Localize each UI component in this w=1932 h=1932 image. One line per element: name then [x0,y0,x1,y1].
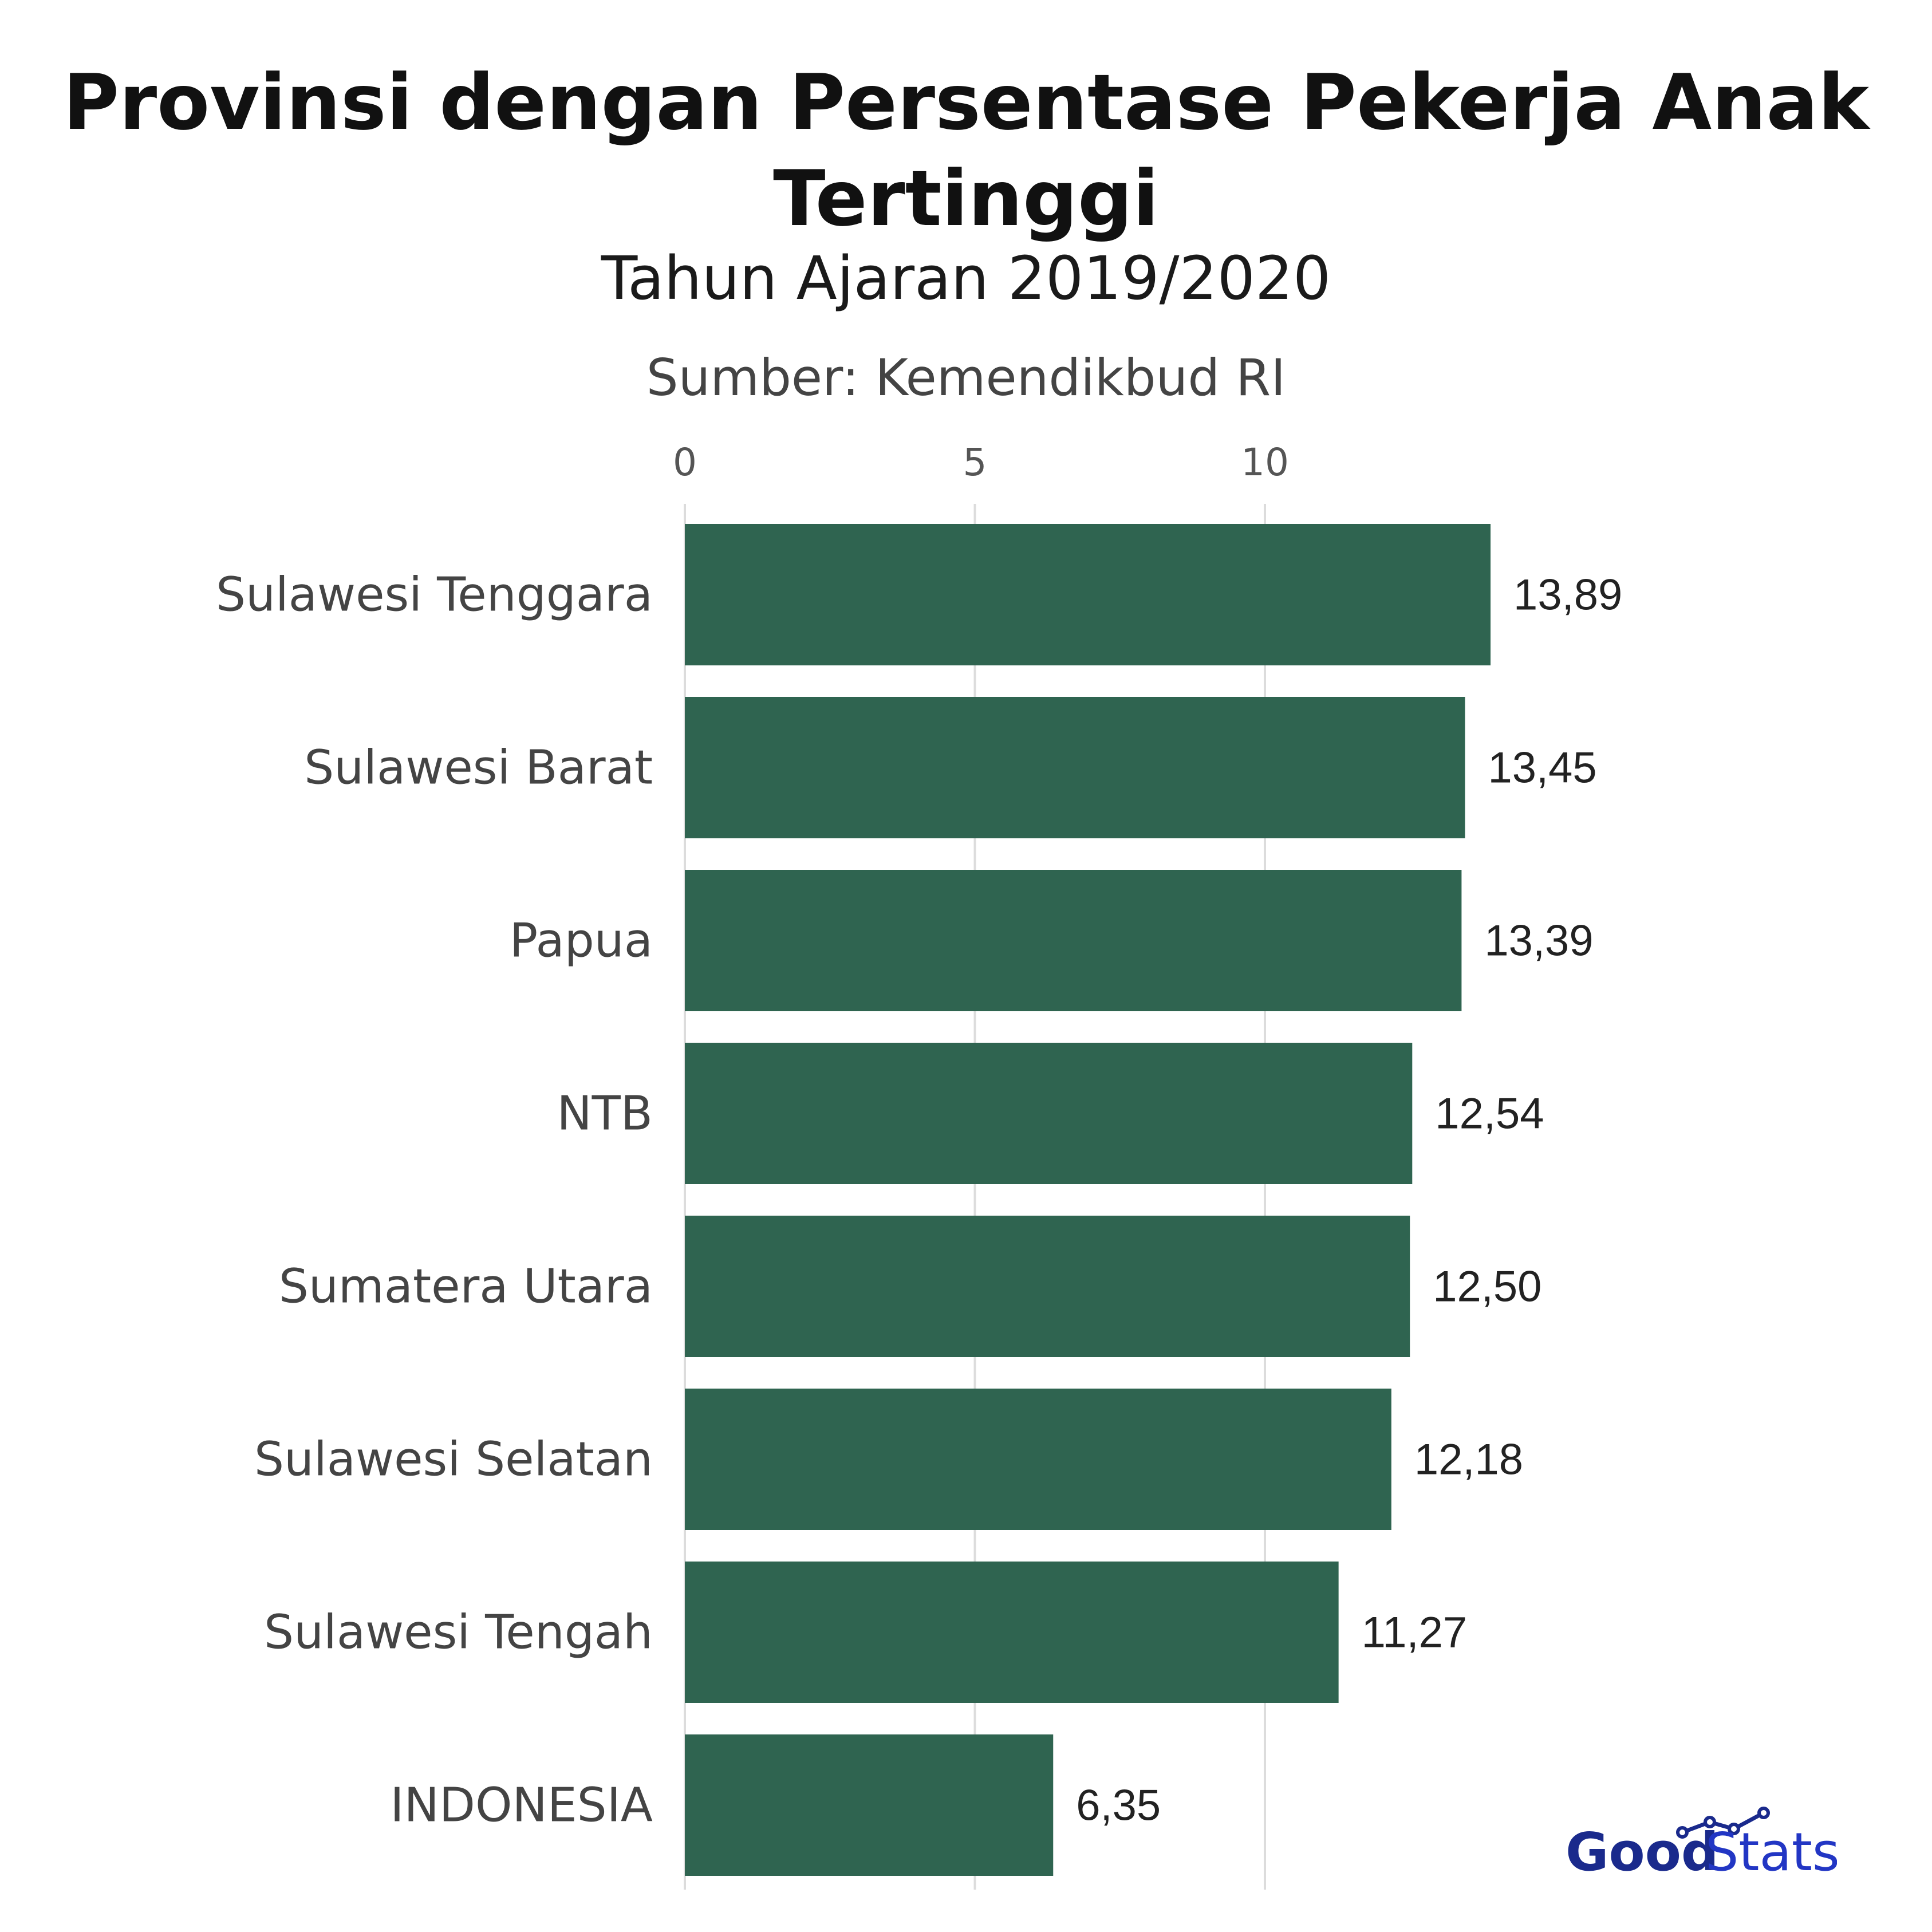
value-label: 12,18 [1414,1436,1523,1484]
logo-dot-icon [1676,1826,1689,1839]
logo-text-stats: Stats [1705,1821,1837,1877]
category-label: Sulawesi Tenggara [216,568,653,622]
category-label: Sulawesi Tengah [264,1606,653,1660]
chart-title: Provinsi dengan Persentase Pekerja Anak … [0,54,1932,247]
category-label: INDONESIA [390,1779,653,1833]
category-label: Sulawesi Selatan [254,1433,653,1487]
goodstats-logo: Good Stats [1566,1807,1837,1877]
value-label: 13,89 [1513,571,1622,620]
logo-dot-icon [1704,1816,1716,1828]
value-label: 11,27 [1362,1608,1468,1657]
bar [685,870,1462,1011]
bar [685,1389,1391,1530]
logo-trend-icon [1681,1811,1765,1835]
x-tick-label: 10 [1241,440,1289,484]
bar [685,524,1491,665]
bar [685,1734,1054,1876]
category-label: Papua [510,914,653,968]
chart-title-line-1: Provinsi dengan Persentase Pekerja Anak [62,58,1870,147]
x-tick-label: 5 [963,440,987,484]
bar [685,1043,1413,1184]
logo-text-good: Good [1566,1821,1719,1877]
chart-title-line-2: Tertinggi [773,154,1159,243]
category-labels: Sulawesi Tenggara Sulawesi Barat Papua NTB S… [216,568,653,1833]
category-label: Sumatera Utara [279,1260,653,1314]
value-label: 6,35 [1076,1781,1161,1830]
category-label: NTB [557,1087,653,1141]
bar [685,697,1465,838]
value-label: 13,45 [1488,744,1596,792]
x-tick-label: 0 [673,440,697,484]
chart-source: Sumber: Kemendikbud RI [646,348,1286,407]
chart-subtitle: Tahun Ajaran 2019/2020 [601,243,1331,313]
value-label: 12,54 [1435,1090,1544,1138]
value-label: 12,50 [1433,1263,1541,1311]
logo-dot-icon [1728,1823,1740,1835]
value-labels: 13,89 13,45 13,39 12,54 12,50 12,18 11,27 6,35 [1076,571,1622,1830]
bar [685,1562,1339,1703]
bar [685,1216,1410,1357]
logo-dot-icon [1757,1807,1770,1819]
value-label: 13,39 [1484,917,1593,965]
category-label: Sulawesi Barat [304,741,653,795]
bars [685,524,1491,1876]
x-axis-ticks: 0 5 10 [673,440,1289,484]
